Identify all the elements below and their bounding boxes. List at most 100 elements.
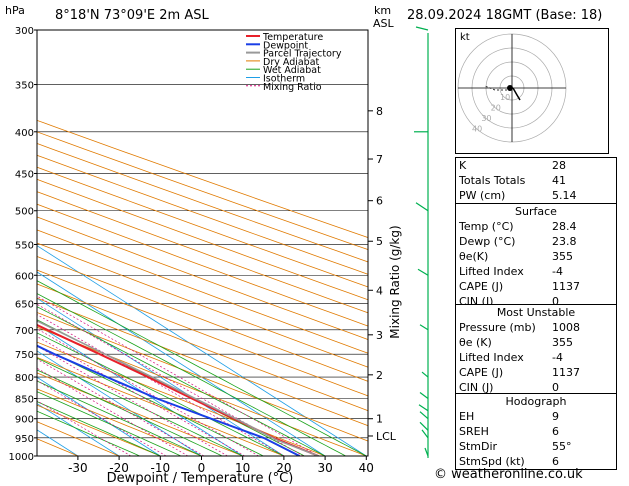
km-tick-label: 2 — [376, 369, 383, 382]
km-tick-label: 3 — [376, 329, 383, 342]
table-row: θe(K) 355 — [456, 249, 616, 264]
pressure-tick-label: 850 — [15, 394, 34, 405]
pressure-tick-label: 650 — [15, 300, 34, 311]
pressure-tick-label: 400 — [15, 128, 34, 139]
table-row: PW (cm) 5.14 — [456, 188, 616, 203]
row-label: PW (cm) — [459, 189, 506, 202]
wet-adiabat-line — [37, 332, 285, 456]
row-label: EH — [459, 410, 475, 423]
wind-barb — [418, 404, 429, 412]
row-label: K — [459, 159, 467, 172]
row-value: 9 — [552, 410, 559, 423]
surface-title: Surface — [515, 205, 557, 218]
surface-panel: Surface Temp (°C) 28.4 Dewp (°C) 23.8 θe(K) 3… — [455, 203, 617, 310]
dry-adiabat-line — [37, 191, 368, 314]
wind-barb — [421, 371, 429, 378]
row-label: Temp (°C) — [459, 220, 514, 233]
mixing-ratio-line — [37, 380, 167, 456]
wind-barb — [421, 429, 429, 439]
wet-adiabat-line — [37, 380, 202, 456]
indices-panel: K 28 Totals Totals 41 PW (cm) 5.14 — [455, 157, 617, 204]
temp-tick-label: 30 — [317, 461, 332, 475]
pressure-tick-label: 450 — [15, 169, 34, 180]
wind-barb — [419, 392, 429, 399]
table-row: Dewp (°C) 23.8 — [456, 234, 616, 249]
row-value: 23.8 — [552, 235, 577, 248]
hodograph-unit-label: kt — [460, 32, 470, 43]
dry-adiabat-line — [37, 372, 243, 456]
wind-barb — [415, 26, 429, 31]
most-unstable-panel: Most Unstable Pressure (mb) 1008 θe (K) 355… — [455, 304, 617, 396]
wet-adiabat-line — [37, 345, 264, 456]
wind-barb — [417, 268, 429, 276]
pressure-tick-label: 300 — [15, 26, 34, 37]
temp-tick-label: -10 — [150, 461, 170, 475]
km-tick-label: 5 — [376, 235, 383, 248]
row-value: -4 — [552, 351, 563, 364]
legend-label: Wet Adiabat — [263, 65, 321, 76]
row-label: CIN (J) — [459, 381, 494, 394]
table-row: StmDir 55° — [456, 439, 616, 454]
hodograph-trace — [512, 87, 521, 101]
pressure-tick-label: 700 — [15, 326, 34, 337]
dry-adiabat-line — [37, 388, 202, 456]
wet-adiabat-line — [37, 391, 182, 456]
dry-adiabat-line — [37, 242, 368, 368]
row-label: Lifted Index — [459, 265, 524, 278]
dry-adiabat-line — [37, 143, 368, 263]
temperature-profile — [37, 323, 319, 456]
temp-tick-label: 40 — [359, 461, 374, 475]
table-row: StmSpd (kt) 6 — [456, 454, 616, 469]
dry-adiabat-line — [37, 297, 368, 427]
table-row: Totals Totals 41 — [456, 173, 616, 188]
legend-label: Temperature — [262, 32, 323, 43]
row-value: 55° — [552, 440, 572, 453]
row-label: SREH — [459, 425, 489, 438]
row-value: 1008 — [552, 321, 580, 334]
mixing-ratio-label: 25 — [0, 265, 5, 274]
wet-adiabat-line — [37, 293, 346, 456]
table-row: CAPE (J) 1137 — [456, 279, 616, 294]
hodograph-table-title: Hodograph — [505, 395, 567, 408]
dry-adiabat-line — [37, 256, 368, 382]
legend-label: Mixing Ratio — [263, 82, 322, 93]
mixing-ratio-line — [37, 295, 319, 456]
isotherm-line — [37, 376, 161, 456]
row-label: Pressure (mb) — [459, 321, 536, 334]
parcel-trajectory-profile — [37, 320, 319, 456]
temp-tick-label: 20 — [276, 461, 291, 475]
wind-barb — [419, 324, 429, 331]
wet-adiabat-line — [37, 410, 140, 456]
asl-label: ASL — [373, 17, 394, 30]
table-row: CIN (J) 0 — [456, 380, 616, 395]
mixing-ratio-line — [37, 328, 259, 456]
km-tick-label: 4 — [376, 284, 383, 297]
km-tick-label: 7 — [376, 153, 383, 166]
footer-credit[interactable]: © weatheronline.co.uk — [434, 467, 583, 482]
dry-adiabat-line — [37, 404, 161, 456]
mixing-ratio-line — [37, 314, 285, 456]
dry-adiabat-line — [37, 326, 367, 456]
wet-adiabat-line — [37, 369, 223, 456]
row-label: θe(K) — [459, 250, 489, 263]
row-value: -4 — [552, 265, 563, 278]
legend-label: Dry Adiabat — [263, 57, 320, 68]
row-value: 6 — [552, 425, 559, 438]
isotherm-line — [37, 324, 243, 456]
legend-label: Parcel Trajectory — [263, 49, 342, 60]
dewpoint-profile — [37, 344, 301, 456]
mixing-ratio-line — [37, 345, 228, 456]
km-tick-label: 6 — [376, 195, 383, 208]
row-value: 5.14 — [552, 189, 577, 202]
mixing-ratio-axis-label: Mixing Ratio (g/kg) — [388, 225, 402, 338]
temp-tick-label: 0 — [198, 461, 206, 475]
row-label: StmDir — [459, 440, 498, 453]
dry-adiabat-line — [37, 119, 368, 239]
row-value: 6 — [552, 455, 559, 468]
mixing-ratio-line — [37, 335, 245, 456]
row-label: θe (K) — [459, 336, 492, 349]
pressure-tick-label: 950 — [15, 434, 34, 445]
wind-barb — [419, 421, 429, 431]
wind-barb — [424, 447, 429, 457]
isotherm-line — [37, 350, 202, 456]
